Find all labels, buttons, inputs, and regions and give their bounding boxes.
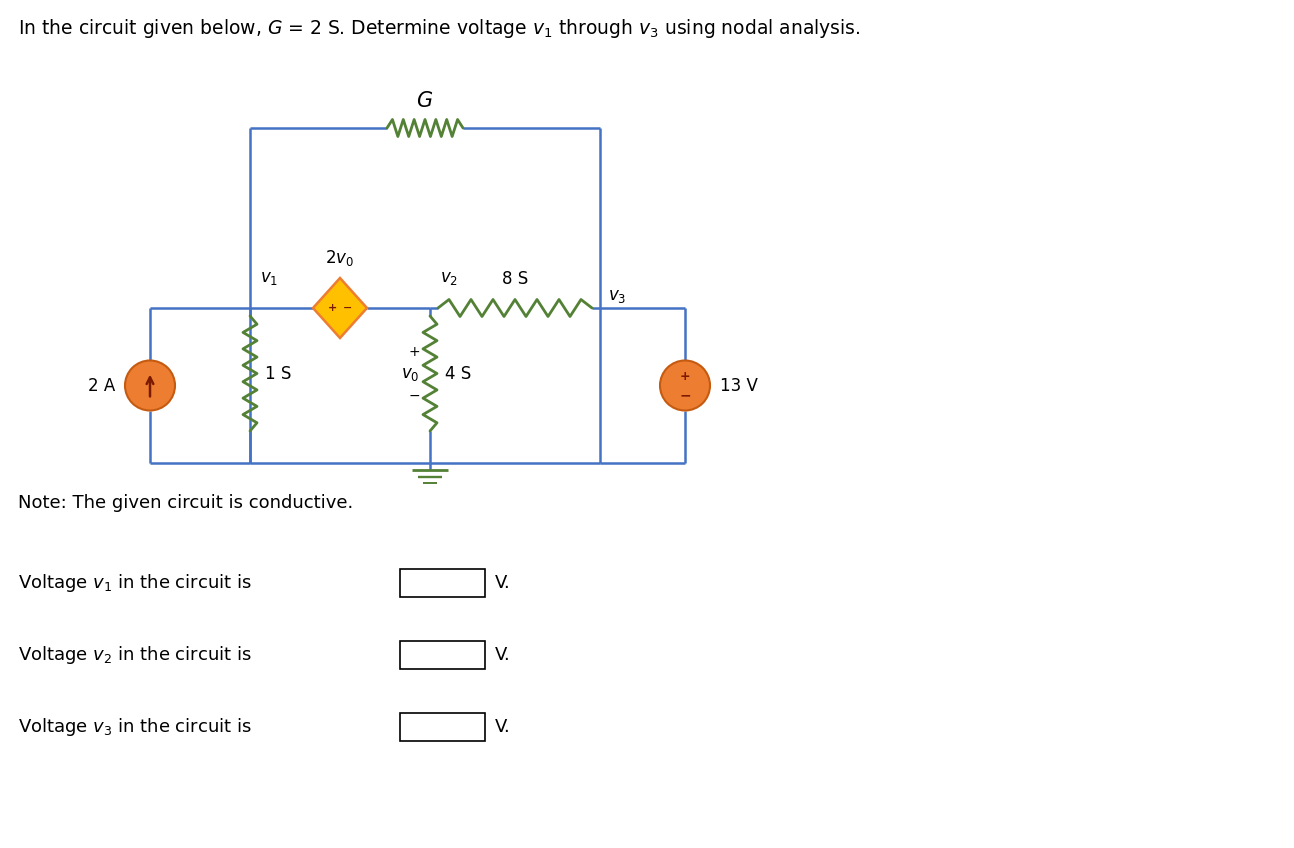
Text: −: −: [408, 388, 419, 403]
Text: 8 S: 8 S: [502, 270, 528, 288]
Text: 2 A: 2 A: [88, 377, 115, 394]
FancyBboxPatch shape: [400, 569, 485, 597]
Text: $v_1$: $v_1$: [260, 269, 278, 287]
Text: Note: The given circuit is conductive.: Note: The given circuit is conductive.: [18, 494, 353, 512]
Circle shape: [126, 360, 175, 410]
Text: $v_2$: $v_2$: [440, 269, 458, 287]
Text: $v_3$: $v_3$: [608, 287, 626, 305]
Text: V.: V.: [496, 718, 511, 736]
Text: 13 V: 13 V: [719, 377, 758, 394]
FancyBboxPatch shape: [400, 641, 485, 669]
Text: 1 S: 1 S: [265, 365, 291, 382]
Text: In the circuit given below, $G$ = 2 S. Determine voltage $v_1$ through $v_3$ usi: In the circuit given below, $G$ = 2 S. D…: [18, 16, 861, 40]
Text: 4 S: 4 S: [445, 365, 471, 382]
Text: $v_0$: $v_0$: [401, 365, 419, 382]
Text: Voltage $v_1$ in the circuit is: Voltage $v_1$ in the circuit is: [18, 572, 252, 594]
Polygon shape: [313, 278, 367, 338]
Text: +: +: [327, 303, 336, 313]
Text: Voltage $v_3$ in the circuit is: Voltage $v_3$ in the circuit is: [18, 716, 252, 738]
Text: −: −: [343, 303, 352, 313]
Text: $2v_0$: $2v_0$: [326, 248, 355, 268]
Text: Voltage $v_2$ in the circuit is: Voltage $v_2$ in the circuit is: [18, 644, 252, 666]
Text: V.: V.: [496, 574, 511, 592]
FancyBboxPatch shape: [400, 713, 485, 741]
Text: +: +: [408, 344, 419, 359]
Text: −: −: [679, 388, 691, 402]
Text: V.: V.: [496, 646, 511, 664]
Text: $G$: $G$: [417, 91, 433, 111]
Text: +: +: [679, 370, 690, 382]
Circle shape: [660, 360, 710, 410]
